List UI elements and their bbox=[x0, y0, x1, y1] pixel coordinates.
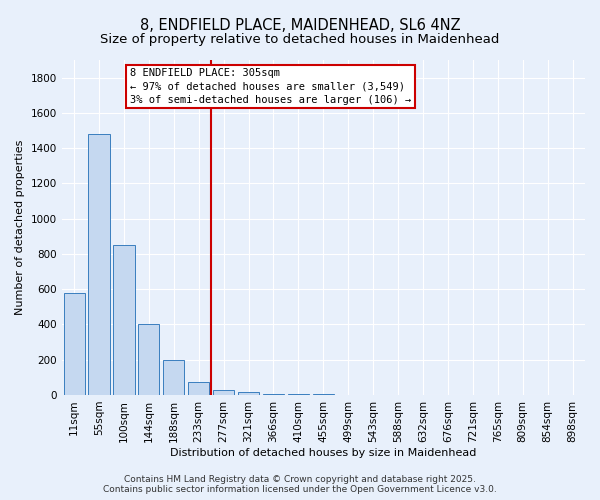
Bar bbox=[64, 292, 85, 395]
Bar bbox=[163, 360, 184, 395]
Bar bbox=[113, 245, 134, 395]
Bar bbox=[213, 390, 234, 395]
Bar bbox=[88, 134, 110, 395]
Bar bbox=[238, 392, 259, 395]
Y-axis label: Number of detached properties: Number of detached properties bbox=[15, 140, 25, 315]
Text: 8, ENDFIELD PLACE, MAIDENHEAD, SL6 4NZ: 8, ENDFIELD PLACE, MAIDENHEAD, SL6 4NZ bbox=[140, 18, 460, 32]
Bar bbox=[313, 394, 334, 395]
Text: 8 ENDFIELD PLACE: 305sqm
← 97% of detached houses are smaller (3,549)
3% of semi: 8 ENDFIELD PLACE: 305sqm ← 97% of detach… bbox=[130, 68, 411, 105]
X-axis label: Distribution of detached houses by size in Maidenhead: Distribution of detached houses by size … bbox=[170, 448, 476, 458]
Bar bbox=[188, 382, 209, 395]
Text: Size of property relative to detached houses in Maidenhead: Size of property relative to detached ho… bbox=[100, 32, 500, 46]
Bar bbox=[138, 324, 160, 395]
Text: Contains HM Land Registry data © Crown copyright and database right 2025.
Contai: Contains HM Land Registry data © Crown c… bbox=[103, 474, 497, 494]
Bar bbox=[288, 394, 309, 395]
Bar bbox=[263, 394, 284, 395]
